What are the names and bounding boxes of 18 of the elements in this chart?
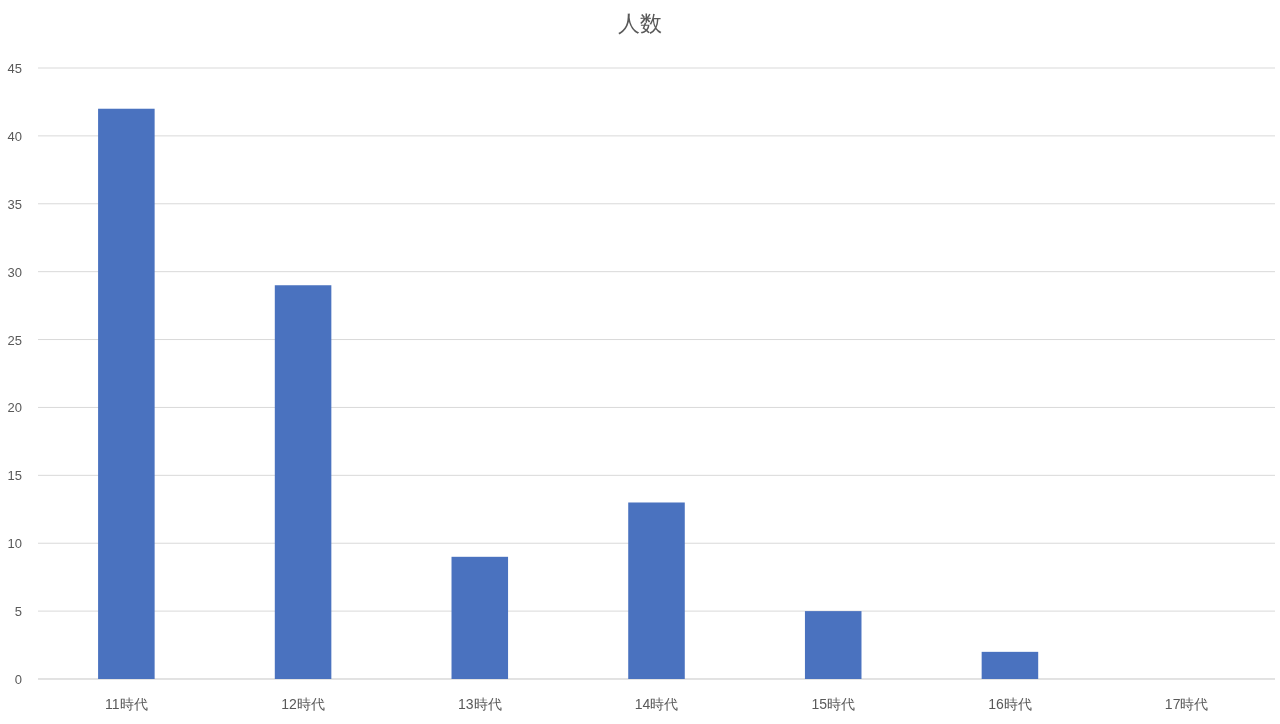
chart-title: 人数 [618, 11, 662, 36]
x-tick-label: 14時代 [634, 696, 679, 712]
x-tick-label: 15時代 [811, 696, 855, 712]
y-tick-label: 40 [7, 128, 22, 144]
x-tick-label: 12時代 [281, 696, 325, 712]
y-tick-label: 10 [7, 536, 22, 552]
y-tick-label: 5 [14, 604, 22, 620]
x-tick-label: 13時代 [458, 696, 502, 712]
y-tick-label: 30 [7, 264, 22, 280]
x-tick-label: 17時代 [1164, 696, 1209, 712]
y-tick-label: 25 [7, 332, 22, 348]
y-tick-label: 45 [7, 61, 22, 76]
y-tick-label: 0 [14, 672, 22, 687]
x-tick-label: 11時代 [105, 696, 148, 712]
y-tick-label: 20 [7, 400, 22, 416]
x-tick-label: 16時代 [988, 696, 1032, 712]
y-tick-label: 15 [7, 468, 22, 484]
y-tick-label: 35 [7, 196, 22, 212]
